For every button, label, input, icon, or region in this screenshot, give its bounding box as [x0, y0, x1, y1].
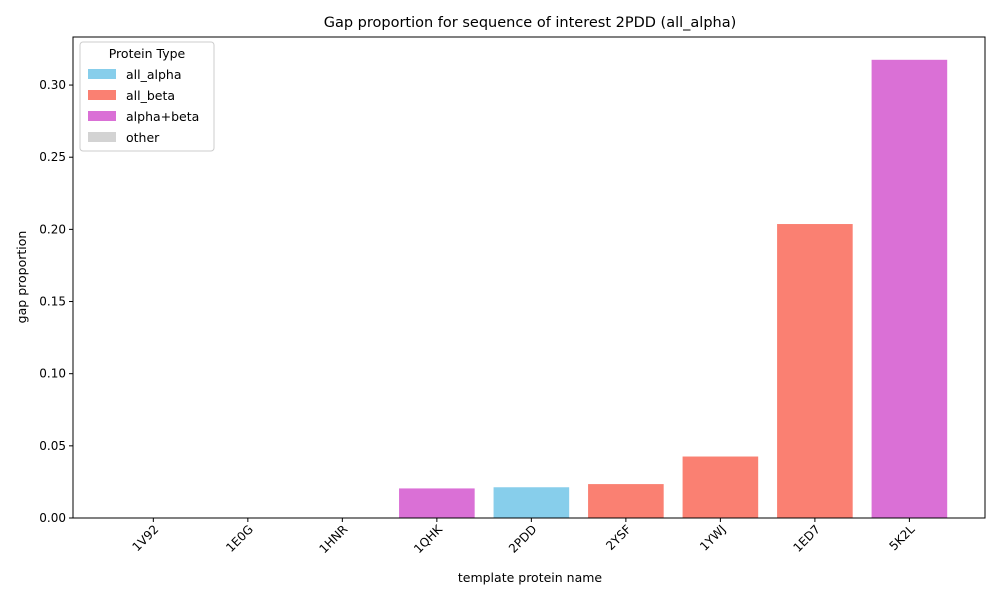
legend: Protein Type all_alpha all_beta alpha+beta… — [79, 41, 215, 152]
bar-5k2l — [871, 59, 948, 519]
x-tick-label: 1YWJ — [697, 522, 728, 553]
bar-1qhk — [399, 488, 475, 518]
bar-1ywj — [682, 456, 759, 518]
y-axis-label: gap proportion — [14, 231, 29, 324]
x-tick-label: 5K2L — [887, 522, 918, 553]
legend-swatch-other — [88, 132, 116, 142]
y-tick-label: 0.15 — [39, 295, 66, 309]
bar-2pdd — [493, 487, 570, 518]
x-tick-label: 2PDD — [506, 522, 539, 555]
y-tick-label: 0.10 — [39, 367, 66, 381]
y-tick-label: 0.20 — [39, 222, 66, 236]
legend-label: all_alpha — [126, 67, 182, 82]
x-tick-label: 2YSF — [603, 522, 634, 553]
x-tick-label: 1QHK — [411, 521, 446, 556]
x-axis: 1V92 1E0G 1HNR 1QHK 2PDD 2YSF 1YWJ 1ED7 5K2L — [130, 518, 918, 556]
y-tick-label: 0.30 — [39, 78, 66, 92]
x-axis-label: template protein name — [458, 570, 603, 585]
y-tick-label: 0.25 — [39, 150, 66, 164]
bar-2ysf — [588, 484, 664, 518]
plot-frame — [72, 36, 986, 519]
y-tick-label: 0.05 — [39, 439, 66, 453]
legend-swatch-alpha-beta — [88, 111, 116, 121]
bars-group — [399, 59, 948, 519]
bar-1ed7 — [777, 224, 853, 518]
legend-label: other — [126, 130, 160, 145]
x-tick-label: 1E0G — [223, 522, 256, 555]
legend-label: alpha+beta — [126, 109, 199, 124]
y-axis: 0.00 0.05 0.10 0.15 0.20 0.25 0.30 — [39, 78, 73, 525]
legend-title: Protein Type — [109, 46, 186, 61]
y-tick-label: 0.00 — [39, 511, 66, 525]
legend-label: all_beta — [126, 88, 175, 103]
x-tick-label: 1HNR — [316, 522, 350, 556]
x-tick-label: 1ED7 — [790, 522, 823, 555]
legend-swatch-all-alpha — [88, 69, 116, 79]
x-tick-label: 1V92 — [130, 522, 162, 554]
chart-title: Gap proportion for sequence of interest … — [324, 15, 737, 31]
legend-swatch-all-beta — [88, 90, 116, 100]
